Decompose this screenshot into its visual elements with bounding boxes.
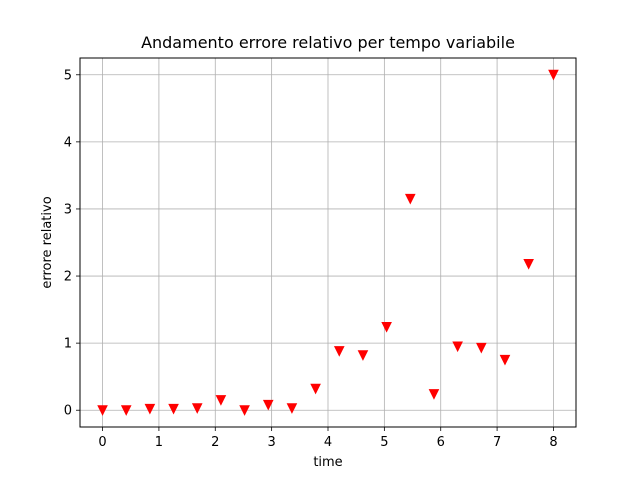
- y-tick-label: 3: [64, 202, 72, 217]
- data-point: [286, 403, 298, 414]
- x-tick-label: 8: [549, 435, 557, 450]
- x-axis-ticks: 0 1 2 3 4 5 6 7 8: [98, 427, 558, 450]
- data-point: [499, 354, 511, 366]
- y-tick-label: 1: [64, 337, 72, 352]
- chart-title: Andamento errore relativo per tempo vari…: [141, 33, 515, 52]
- y-tick-label: 0: [64, 404, 72, 419]
- data-point: [428, 389, 440, 400]
- x-tick-label: 2: [211, 435, 219, 450]
- data-point: [523, 258, 534, 270]
- y-tick-label: 5: [64, 68, 72, 83]
- data-point: [381, 322, 392, 333]
- grid-lines: [80, 58, 576, 427]
- data-point: [548, 69, 559, 81]
- data-point: [120, 405, 132, 416]
- data-point: [310, 383, 321, 395]
- x-tick-label: 3: [267, 435, 275, 450]
- y-axis-ticks: 0 1 2 3 4 5: [64, 68, 80, 419]
- x-tick-label: 1: [155, 435, 163, 450]
- y-axis-label: errore relativo: [40, 196, 55, 288]
- y-tick-label: 4: [64, 135, 72, 150]
- data-point: [333, 346, 345, 357]
- data-point: [168, 403, 179, 415]
- y-tick-label: 2: [64, 270, 72, 285]
- x-tick-label: 5: [380, 435, 388, 450]
- x-tick-label: 0: [98, 435, 106, 450]
- x-tick-label: 6: [437, 435, 445, 450]
- x-tick-label: 7: [493, 435, 501, 450]
- data-point: [452, 341, 463, 353]
- x-axis-label: time: [313, 455, 342, 470]
- data-point: [475, 342, 487, 354]
- data-point: [404, 193, 416, 205]
- data-point: [215, 395, 227, 406]
- data-point: [357, 350, 369, 361]
- data-points: [97, 69, 559, 416]
- data-point: [239, 405, 250, 416]
- data-point: [97, 405, 108, 416]
- data-point: [144, 403, 156, 415]
- data-point: [262, 399, 274, 411]
- data-point: [191, 403, 203, 414]
- x-tick-label: 4: [324, 435, 332, 450]
